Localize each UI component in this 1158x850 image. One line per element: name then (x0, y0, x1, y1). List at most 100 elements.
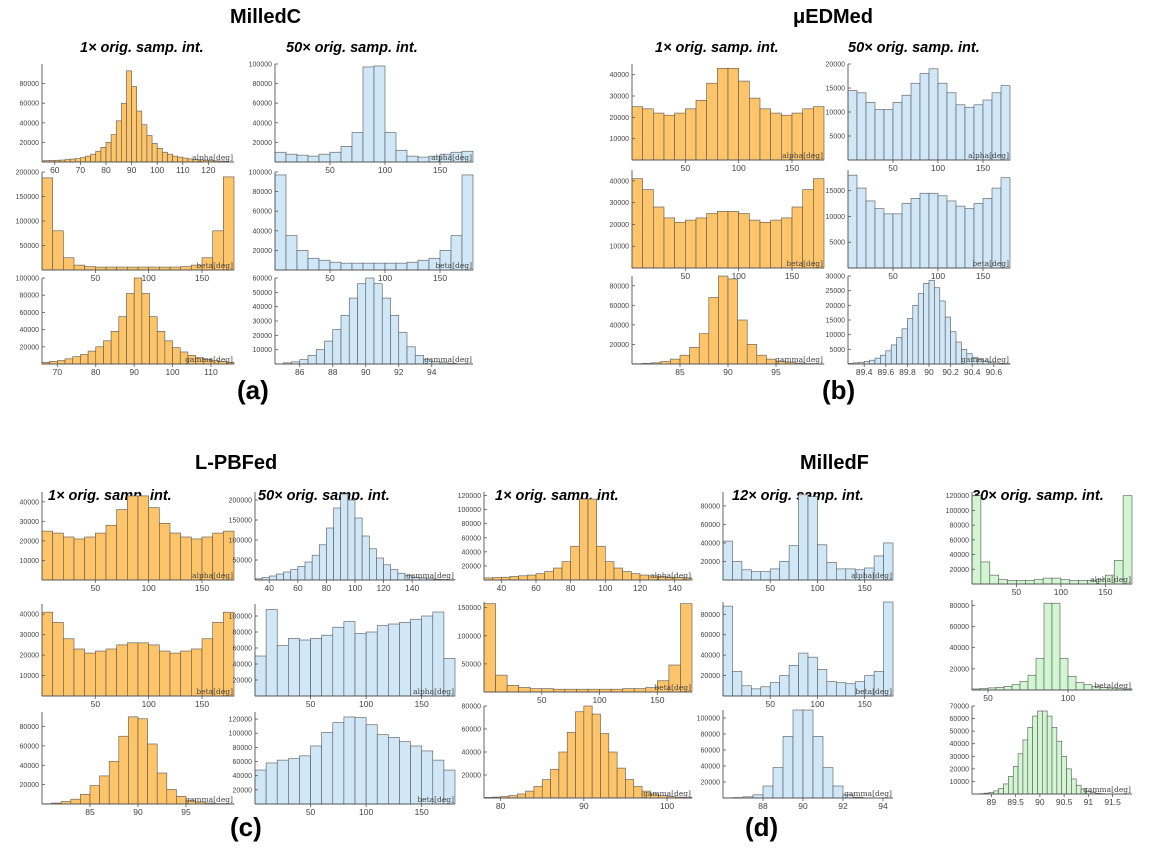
histogram-bar (177, 156, 184, 163)
histogram-bar (950, 331, 957, 365)
y-tick-label: 20000 (701, 673, 721, 680)
histogram-bar (698, 333, 710, 365)
histogram-bar (361, 535, 370, 581)
histogram-bar (127, 495, 139, 581)
x-tick-label: 40 (265, 583, 275, 593)
histogram-bar (321, 634, 334, 697)
x-tick-label: 85 (675, 367, 685, 377)
y-tick-label: 80000 (253, 81, 273, 88)
histogram-bar (276, 573, 284, 581)
histogram-bar (738, 213, 750, 269)
histogram-bar (164, 340, 173, 365)
x-axis-label: beta[deg] (196, 687, 233, 696)
x-tick-label: 80 (566, 583, 576, 593)
histogram-bar (722, 540, 733, 581)
histogram-bar (807, 656, 818, 697)
histogram-bar (180, 536, 192, 581)
x-tick-label: 100 (142, 699, 156, 709)
histogram-bar (1000, 177, 1011, 269)
y-tick-label: 40000 (701, 764, 721, 771)
x-tick-label: 100 (732, 271, 746, 281)
x-tick-label: 90 (133, 807, 143, 817)
histogram-bar (340, 493, 349, 581)
x-tick-label: 150 (976, 271, 990, 281)
histogram-bar (1059, 657, 1069, 691)
histogram-bar (70, 798, 81, 805)
histogram-bar (311, 554, 320, 581)
x-tick-label: 110 (204, 367, 218, 377)
histogram-bar (802, 709, 814, 799)
y-tick-label: 20000 (950, 567, 970, 574)
x-axis-label: gamma[deg] (844, 789, 892, 798)
x-tick-label: 50 (91, 583, 101, 593)
y-tick-label: 60000 (950, 716, 970, 723)
histogram-bar (812, 736, 824, 799)
histogram-bar (928, 192, 939, 269)
histogram-bar (63, 638, 75, 697)
y-tick-label: 20000 (253, 248, 273, 255)
y-tick-label: 40000 (950, 645, 970, 652)
histogram-bar (1051, 577, 1062, 585)
column-header-a-50x: 50× orig. samp. int. (286, 40, 418, 56)
histogram-bar (1071, 778, 1077, 795)
histogram-bar (1078, 580, 1088, 585)
histogram-bar (1003, 685, 1013, 691)
histogram-bar (944, 316, 951, 365)
histogram-bar (381, 297, 391, 365)
y-tick-label: 80000 (950, 523, 970, 530)
histogram-bar (685, 219, 697, 269)
histogram-bar (561, 561, 571, 581)
histogram-bar (310, 745, 322, 805)
y-tick-label: 60000 (20, 310, 40, 317)
x-tick-label: 90 (361, 367, 371, 377)
y-tick-label: 20000 (462, 563, 482, 570)
histogram-bar (541, 688, 554, 693)
panel-label-c: (c) (230, 812, 262, 842)
histogram-bar (741, 569, 752, 581)
histogram-bar (223, 176, 235, 271)
histogram-bar (896, 337, 903, 365)
histogram-bar (670, 358, 681, 365)
histogram-bar (802, 189, 814, 269)
histogram-bar (147, 743, 158, 805)
histogram-bar (417, 156, 430, 163)
histogram-bar (613, 567, 623, 581)
y-tick-label: 40000 (701, 540, 721, 547)
histogram-bar (265, 762, 278, 805)
histogram-bar (180, 650, 192, 697)
histogram-bar (907, 318, 914, 365)
histogram-bar (813, 178, 825, 269)
histogram-bar (874, 357, 881, 365)
histogram-bar (919, 73, 930, 161)
x-tick-label: 50 (1012, 587, 1022, 597)
histogram-bar (362, 262, 375, 271)
histogram-bar (732, 561, 743, 581)
histogram-bar (326, 527, 334, 581)
histogram-bar (133, 277, 143, 365)
x-tick-label: 150 (433, 273, 447, 283)
y-tick-label: 150000 (229, 518, 252, 525)
y-tick-label: 80000 (701, 503, 721, 510)
histogram-bar (937, 82, 948, 161)
histogram-bar (759, 221, 771, 269)
histogram-bar (100, 147, 107, 163)
histogram-bar (318, 259, 331, 271)
x-tick-label: 100 (660, 801, 674, 811)
y-tick-label: 40000 (233, 662, 253, 669)
y-tick-label: 30000 (610, 200, 630, 207)
histogram-bar (254, 769, 267, 805)
histogram-bar (432, 611, 445, 697)
histogram-bar (115, 120, 122, 163)
histogram-bar (928, 280, 935, 365)
x-tick-label: 80 (101, 165, 111, 175)
histogram-bar (343, 716, 356, 805)
histogram-bar (84, 266, 96, 271)
y-tick-label: 80000 (462, 521, 482, 528)
histogram-bar (417, 259, 430, 271)
x-axis-label: gamma[deg] (961, 355, 1009, 364)
histogram-bar (883, 213, 894, 269)
histogram-bar (998, 788, 1004, 795)
group-title-lpbfed: L-PBFed (195, 452, 278, 474)
histogram-bar (180, 266, 192, 271)
x-tick-label: 50 (537, 695, 547, 705)
